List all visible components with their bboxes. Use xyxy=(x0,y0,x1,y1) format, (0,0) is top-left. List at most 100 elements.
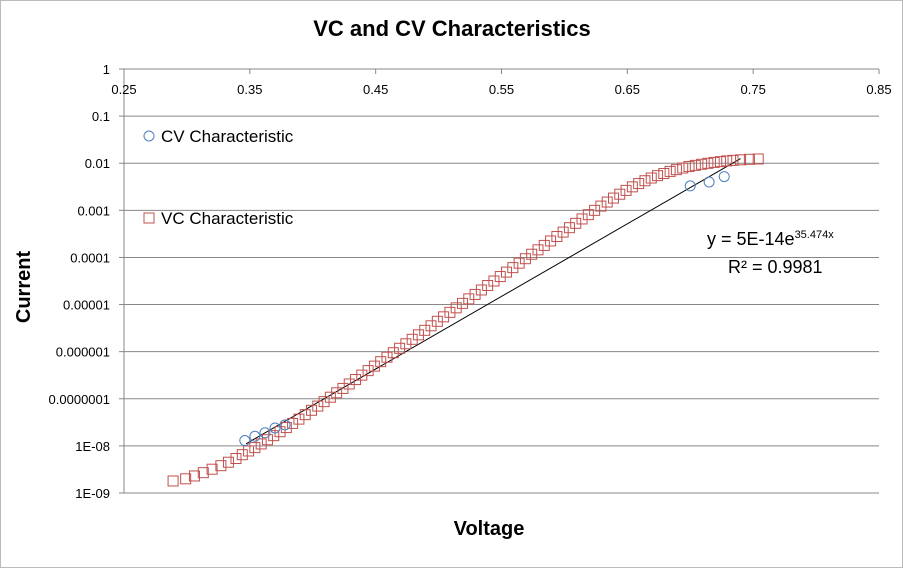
vc-data-point xyxy=(287,417,299,429)
vc-data-point xyxy=(538,239,550,251)
vc-data-point xyxy=(400,338,412,350)
vc-data-point xyxy=(532,244,544,256)
vc-data-point xyxy=(230,452,242,464)
y-axis-title: Current xyxy=(13,251,35,324)
y-tick-label: 0.1 xyxy=(92,109,110,124)
vc-data-point xyxy=(683,161,695,173)
cv-data-point xyxy=(269,422,281,434)
vc-data-point xyxy=(362,365,374,377)
vc-data-point xyxy=(526,248,538,260)
vc-data-point xyxy=(180,473,192,485)
vc-data-point xyxy=(714,156,726,168)
vc-data-point xyxy=(727,154,739,166)
vc-data-point xyxy=(589,204,601,216)
legend: CV Characteristic VC Characteristic xyxy=(143,127,294,228)
vc-data-point xyxy=(513,257,525,269)
vc-data-point xyxy=(337,382,349,394)
vc-data-point xyxy=(557,226,569,238)
y-tick-label: 0.01 xyxy=(85,156,110,171)
vc-data-point xyxy=(677,162,689,174)
x-tick-label: 0.35 xyxy=(237,82,262,97)
cv-data-point xyxy=(703,176,715,188)
x-axis-title: Voltage xyxy=(454,518,525,540)
vc-data-point xyxy=(743,153,755,165)
vc-data-point xyxy=(425,320,437,332)
vc-data-point xyxy=(664,165,676,177)
x-tick-label: 0.65 xyxy=(615,82,640,97)
x-tick-label: 0.45 xyxy=(363,82,388,97)
vc-data-point xyxy=(299,409,311,421)
vc-data-point xyxy=(456,297,468,309)
vc-data-point xyxy=(469,288,481,300)
vc-data-point xyxy=(494,271,506,283)
vc-data-point xyxy=(188,470,200,482)
y-axis-tick-labels: 1 0.1 0.01 0.001 0.0001 0.00001 0.000001 0.0000… xyxy=(49,62,110,501)
vc-data-point xyxy=(438,311,450,323)
vc-data-point xyxy=(318,396,330,408)
vc-data-point xyxy=(381,351,393,363)
vc-data-point xyxy=(570,217,582,229)
vc-data-point xyxy=(412,329,424,341)
x-axis-tick-labels: 0.25 0.35 0.45 0.55 0.65 0.75 0.85 xyxy=(111,82,891,97)
vc-data-point xyxy=(752,153,764,165)
vc-data-point xyxy=(645,172,657,184)
vc-data-point xyxy=(167,475,179,487)
vc-data-point xyxy=(215,460,227,472)
cv-data-point xyxy=(279,419,291,431)
vc-data-point xyxy=(576,213,588,225)
vc-data-point xyxy=(670,164,682,176)
vc-data-point xyxy=(545,235,557,247)
x-tick-label: 0.75 xyxy=(741,82,766,97)
vc-data-point xyxy=(356,369,368,381)
vc-data-point xyxy=(243,445,255,457)
vc-data-point xyxy=(206,463,218,475)
vc-data-point xyxy=(293,413,305,425)
vc-data-point xyxy=(450,302,462,314)
chart-title: VC and CV Characteristics xyxy=(313,16,591,41)
vc-data-point xyxy=(601,196,613,208)
x-tick-label: 0.25 xyxy=(111,82,136,97)
vc-data-point xyxy=(595,200,607,212)
vc-data-point xyxy=(324,391,336,403)
vc-data-point xyxy=(708,156,720,168)
vc-data-point xyxy=(607,192,619,204)
vc-data-point xyxy=(702,157,714,169)
vc-data-point xyxy=(343,378,355,390)
legend-marker-vc xyxy=(143,212,155,224)
vc-data-point xyxy=(633,178,645,190)
cv-data-point xyxy=(239,435,251,447)
vc-data-point xyxy=(375,356,387,368)
vc-data-point xyxy=(387,347,399,359)
vc-data-point xyxy=(197,467,209,479)
vc-data-point xyxy=(312,400,324,412)
y-tick-label: 0.0000001 xyxy=(49,392,110,407)
cv-data-point xyxy=(249,430,261,442)
vc-data-point xyxy=(350,374,362,386)
vc-data-point xyxy=(431,315,443,327)
vc-data-point xyxy=(639,175,651,187)
vc-data-point xyxy=(689,159,701,171)
vc-data-point xyxy=(620,184,632,196)
x-tick-label: 0.85 xyxy=(866,82,891,97)
vc-data-point xyxy=(261,434,273,446)
trendline-equation-base: y = 5E-14e xyxy=(707,229,795,249)
vc-data-point xyxy=(444,306,456,318)
vc-data-point xyxy=(563,222,575,234)
y-tick-label: 0.001 xyxy=(77,203,110,218)
legend-marker-cv xyxy=(143,130,155,142)
legend-label-cv: CV Characteristic xyxy=(161,127,294,146)
vc-data-point xyxy=(368,360,380,372)
vc-data-point xyxy=(721,155,733,167)
vc-data-point xyxy=(255,438,267,450)
x-tick-label: 0.55 xyxy=(489,82,514,97)
cv-data-point xyxy=(259,427,271,439)
vc-data-point xyxy=(519,253,531,265)
cv-data-point xyxy=(684,180,696,192)
vc-characteristic-series xyxy=(167,153,764,487)
vc-data-point xyxy=(331,387,343,399)
vc-data-point xyxy=(501,266,513,278)
y-tick-label: 0.0001 xyxy=(70,250,110,265)
vc-data-point xyxy=(249,442,261,454)
